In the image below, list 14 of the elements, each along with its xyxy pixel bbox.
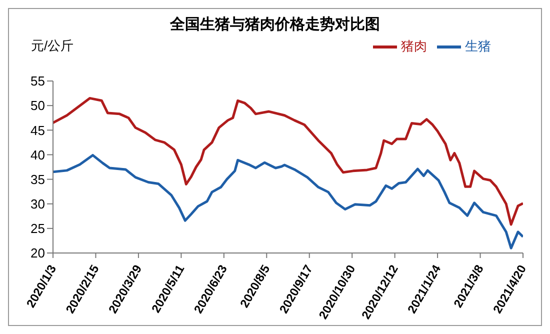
- y-tick-label: 20: [30, 246, 45, 261]
- y-tick-label: 35: [30, 172, 45, 187]
- legend-label: 猪肉: [401, 38, 427, 54]
- y-tick-label: 55: [30, 74, 45, 89]
- y-tick-label: 50: [30, 98, 45, 114]
- y-tick-label: 45: [30, 122, 45, 138]
- y-axis-title: 元/公斤: [31, 37, 74, 55]
- y-tick-label: 40: [30, 147, 45, 162]
- line-series: [53, 154, 523, 250]
- chart-title: 全国生猪与猪肉价格走势对比图: [168, 15, 381, 34]
- y-tick-label: 30: [30, 196, 45, 212]
- line-series: [53, 96, 523, 226]
- y-tick-label: 25: [30, 221, 45, 236]
- legend-label: 生猪: [465, 38, 491, 54]
